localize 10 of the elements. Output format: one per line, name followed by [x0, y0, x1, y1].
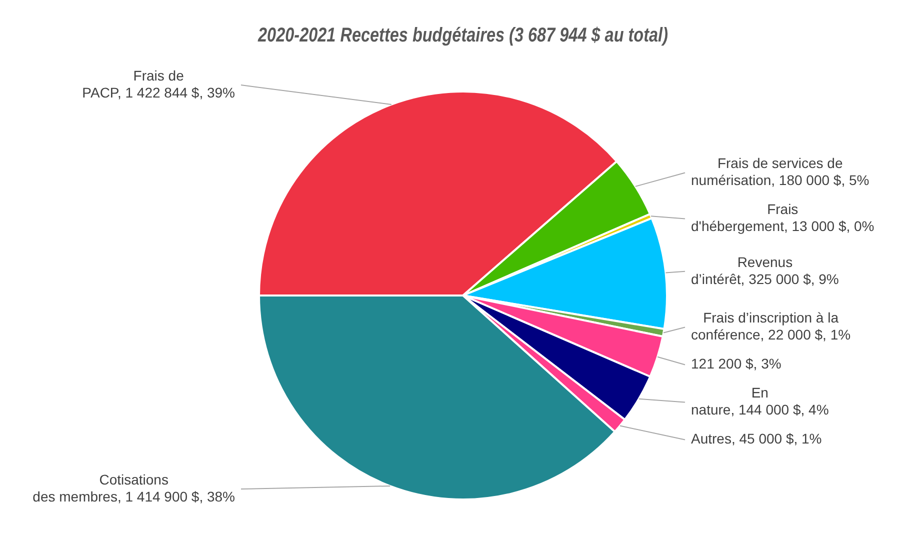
slice-label: Autres, 45 000 $, 1% — [690, 430, 822, 447]
slice-label: Frais de services de numérisation, 180 000 $, 5% — [690, 155, 870, 188]
data-label: 121 200 $, 3% — [691, 356, 782, 372]
chart-title: 2020-2021 Recettes budgétaires (3 687 944 $ au total) — [257, 24, 668, 46]
slice-label: Frais d'hébergement, 13 000 $, 0% — [690, 201, 874, 234]
slice-label: Cotisations des membres, 1 414 900 $, 38% — [32, 471, 235, 504]
slice-label: Revenus d’intérêt, 325 000 $, 9% — [690, 254, 839, 287]
slice-label: En nature, 144 000 $, 4% — [690, 384, 829, 418]
slice-label: Frais de PACP, 1 422 844 $, 39% — [82, 67, 236, 100]
slice-label: Frais d’inscription à la conférence, 22 000 $, 1% — [691, 310, 851, 343]
